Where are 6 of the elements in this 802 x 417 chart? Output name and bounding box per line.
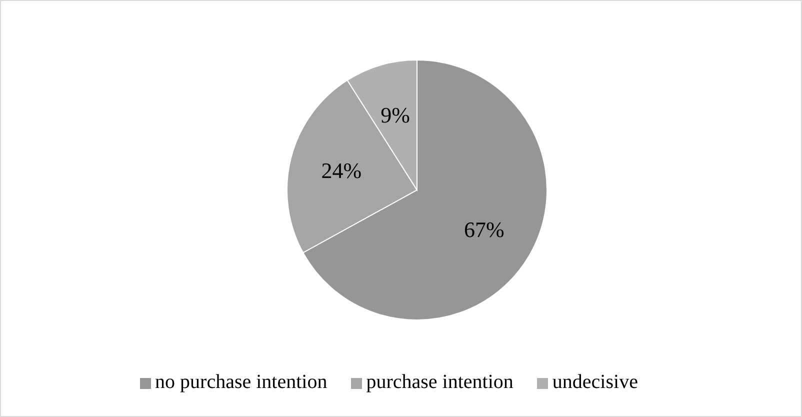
legend-label: no purchase intention	[155, 371, 328, 393]
data-label: 24%	[321, 158, 362, 184]
legend-label: purchase intention	[366, 371, 514, 393]
data-label: 67%	[464, 217, 504, 242]
legend-label: undecisive	[552, 371, 638, 393]
data-label: 9%	[380, 102, 410, 128]
